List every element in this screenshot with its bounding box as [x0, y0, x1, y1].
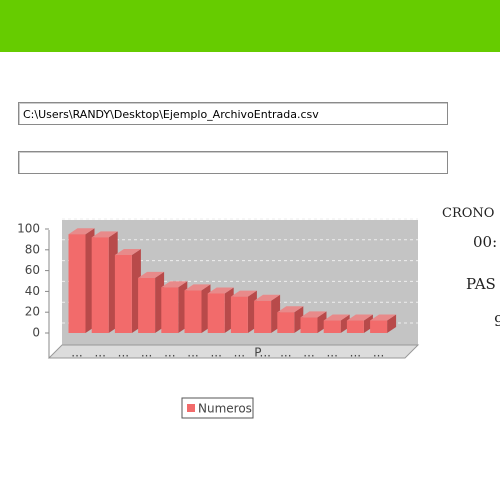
bar-front	[346, 320, 364, 333]
x-tick-label: ...	[234, 346, 245, 360]
bar	[230, 290, 257, 333]
plot-floor	[47, 344, 420, 359]
bar	[184, 284, 211, 333]
chart: 0 20 40 60 80 100........................ P...…	[17, 218, 420, 419]
bar	[346, 314, 373, 333]
count-label: 9	[494, 312, 500, 330]
time-label: 00:	[473, 233, 498, 251]
x-tick-label: ...	[350, 346, 361, 360]
x-tick-label: ...	[141, 346, 152, 360]
crono-label: CRONO	[442, 206, 495, 221]
bar	[300, 311, 327, 333]
bar-front	[161, 287, 179, 333]
y-tick-label: 100	[17, 222, 40, 236]
bar	[138, 271, 165, 333]
bar	[68, 228, 95, 333]
bar-front	[91, 237, 109, 333]
x-tick-label: ...	[187, 346, 198, 360]
bar-face	[184, 284, 211, 291]
file-path-input[interactable]: C:\Users\RANDY\Desktop\Ejemplo_ArchivoEn…	[18, 102, 448, 125]
bar-face	[346, 314, 373, 321]
x-tick-label: ...	[71, 346, 82, 360]
bar	[254, 294, 281, 333]
x-tick-label: ...	[210, 346, 221, 360]
bar-front	[68, 234, 86, 333]
bar-face	[277, 306, 304, 313]
bar-front	[277, 312, 295, 333]
y-tick-label: 0	[32, 326, 40, 340]
bar-front	[138, 277, 156, 333]
legend-box	[181, 397, 254, 419]
y-tick-label: 80	[25, 242, 40, 256]
bar-front	[254, 300, 272, 333]
legend-label: Numeros	[198, 402, 252, 416]
x-tick-label: ...	[118, 346, 129, 360]
bar-face	[207, 287, 234, 294]
y-tick-label: 40	[25, 284, 40, 298]
x-tick-label: ...	[280, 346, 291, 360]
bar	[114, 249, 141, 333]
y-tick-label: 60	[25, 263, 40, 277]
bar-front	[114, 255, 132, 333]
bar	[370, 314, 397, 333]
bar	[161, 281, 188, 333]
bar-face	[138, 271, 165, 278]
bar-front	[323, 320, 341, 333]
bar	[277, 306, 304, 333]
bar-face	[387, 314, 397, 333]
bar	[207, 287, 234, 333]
bar-face	[230, 290, 257, 297]
second-input[interactable]	[18, 151, 448, 174]
x-tick-label: ...	[326, 346, 337, 360]
bar-face	[323, 314, 350, 321]
x-tick-label: ...	[94, 346, 105, 360]
pasos-label: PAS	[466, 275, 496, 293]
x-tick-label: ...	[373, 346, 384, 360]
legend-swatch	[187, 404, 195, 412]
bar	[91, 231, 118, 333]
bar-face	[370, 314, 397, 321]
bar-face	[114, 249, 141, 255]
bar-face	[161, 281, 188, 288]
header-banner	[0, 0, 500, 52]
bar-face	[254, 294, 281, 301]
x-tick-label: P...	[254, 346, 271, 360]
bar-face	[68, 228, 95, 235]
bar-face	[300, 311, 327, 318]
x-tick-label: ...	[303, 346, 314, 360]
bar-front	[184, 290, 202, 333]
x-tick-label: ...	[164, 346, 175, 360]
bar-front	[230, 296, 248, 333]
y-tick-label: 20	[25, 305, 40, 319]
bar-face	[91, 231, 118, 238]
bar-front	[207, 293, 225, 333]
bar-front	[300, 317, 318, 333]
bar-front	[370, 320, 388, 333]
